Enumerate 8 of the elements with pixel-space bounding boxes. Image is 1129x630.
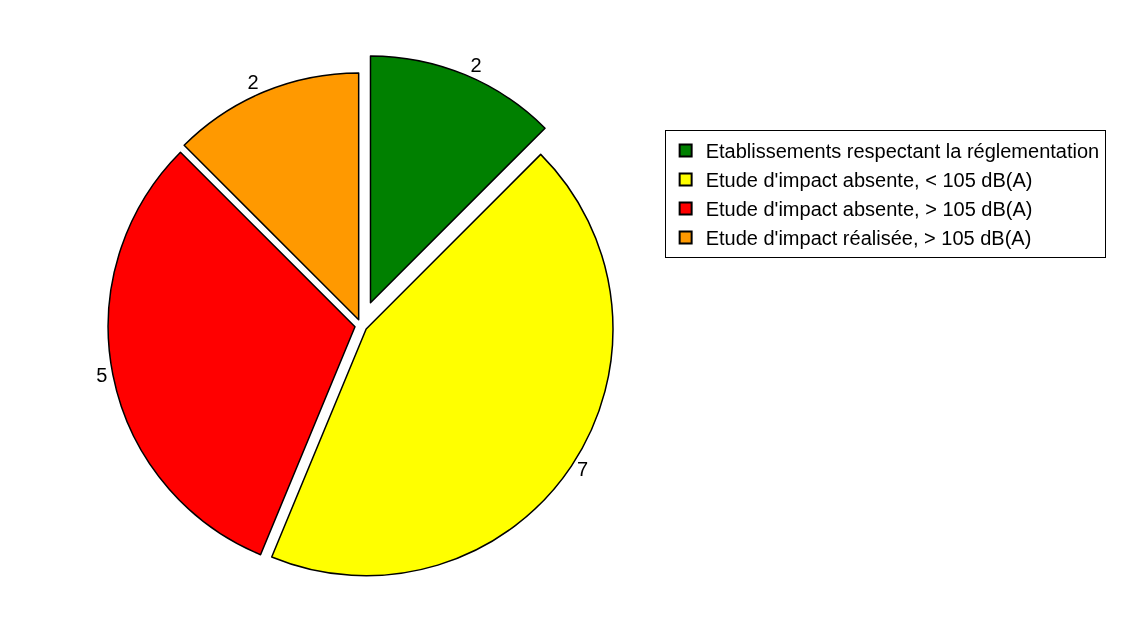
data-label: 5	[96, 364, 108, 387]
data-label: 2	[470, 54, 482, 77]
legend-label: Etablissements respectant la réglementation	[705, 140, 1100, 163]
legend-label: Etude d'impact absente, > 105 dB(A)	[705, 198, 1033, 221]
legend-label: Etude d'impact absente, < 105 dB(A)	[705, 169, 1033, 192]
legend-label: Etude d'impact réalisée, > 105 dB(A)	[705, 227, 1032, 250]
data-label: 2	[247, 71, 259, 94]
data-label: 7	[576, 458, 589, 481]
